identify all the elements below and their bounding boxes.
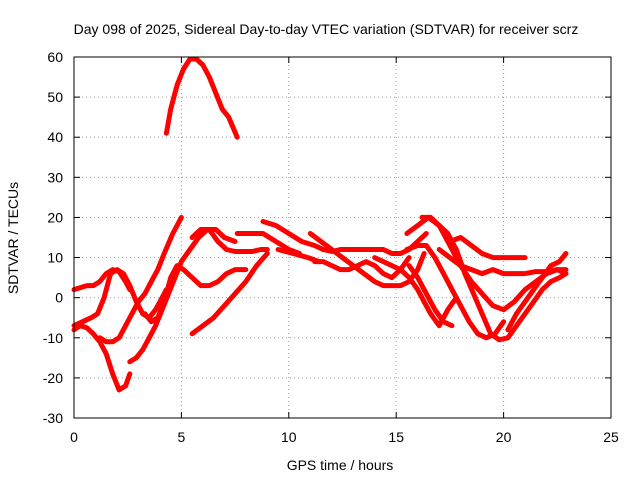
series-arc-9 (189, 227, 270, 254)
series-arc-19 (447, 235, 528, 261)
y-axis-label: SDTVAR / TECUs (5, 182, 21, 294)
plot-frame (73, 56, 612, 419)
y-tick-label: 30 (47, 169, 63, 185)
x-tick-label: 25 (603, 429, 619, 445)
series-arc-21 (372, 255, 459, 329)
x-tick-label: 15 (388, 429, 404, 445)
x-tick-label: 20 (496, 429, 512, 445)
series-arc-5 (127, 227, 238, 365)
x-tick-label: 10 (281, 429, 297, 445)
y-tick-label: 50 (47, 89, 63, 105)
series-arc-7 (189, 251, 270, 337)
x-axis: 0 5 10 15 20 25 (70, 57, 619, 445)
data-series (71, 56, 569, 393)
x-tick-label: 5 (178, 429, 186, 445)
y-tick-label: -10 (43, 330, 63, 346)
series-arc-4 (97, 214, 184, 345)
series-arc-23 (406, 263, 455, 329)
series-arc-2 (71, 323, 133, 393)
y-tick-label: 60 (47, 49, 63, 65)
y-tick-label: 10 (47, 250, 63, 266)
series-arc-8 (163, 56, 240, 140)
series-arc-17 (404, 214, 569, 313)
y-tick-label: 40 (47, 129, 63, 145)
series-arc-22 (505, 251, 569, 333)
series-arc-18 (419, 214, 569, 343)
y-tick-label: 0 (55, 290, 63, 306)
x-axis-label: GPS time / hours (287, 457, 394, 473)
series-arc-10 (234, 231, 302, 256)
series-arc-14 (312, 255, 412, 281)
chart-title: Day 098 of 2025, Sidereal Day-to-day VTE… (74, 21, 579, 37)
series-arc-6 (142, 263, 249, 325)
x-tick-label: 0 (70, 429, 78, 445)
y-tick-label: 20 (47, 209, 63, 225)
series-arc-3 (71, 267, 169, 329)
y-axis: -30 -20 -10 0 10 20 30 40 50 60 (43, 49, 611, 426)
y-tick-label: -20 (43, 370, 63, 386)
grid (74, 57, 611, 418)
series-arc-11 (260, 219, 326, 252)
y-tick-label: -30 (43, 410, 63, 426)
